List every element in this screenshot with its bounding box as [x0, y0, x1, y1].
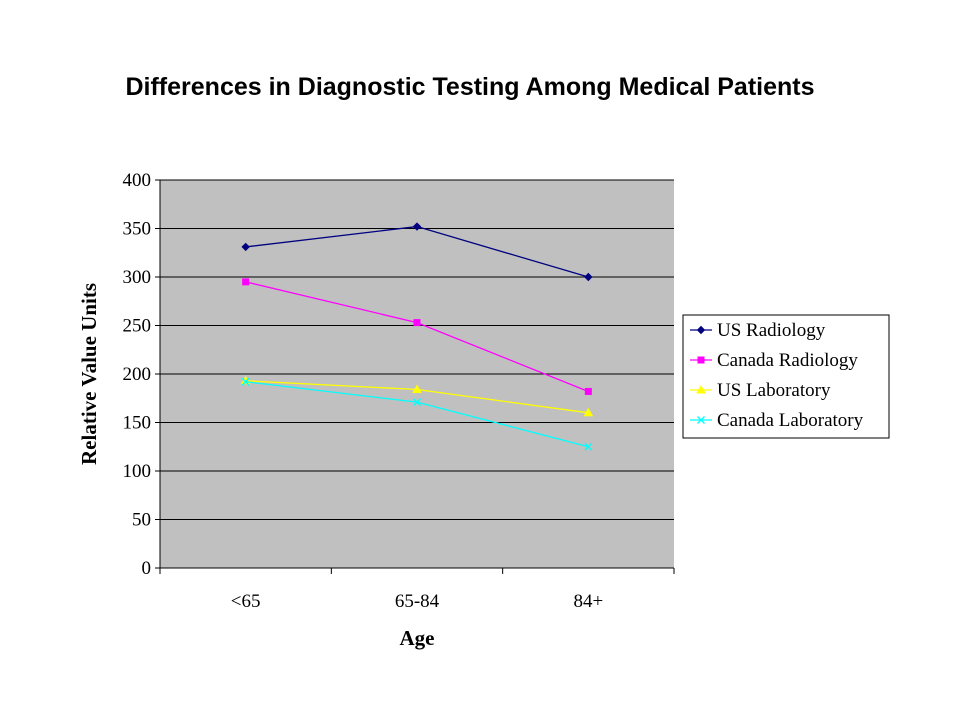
x-tick-label: <65	[231, 591, 261, 612]
x-axis-ticks: <65 65-84 84+	[159, 568, 675, 612]
y-axis-title: Relative Value Units	[77, 283, 101, 465]
legend-label: Canada Laboratory	[717, 410, 864, 431]
data-point	[241, 242, 250, 252]
x-tick-label: 84+	[573, 591, 603, 612]
data-point	[583, 407, 594, 417]
legend-label: Canada Radiology	[717, 350, 858, 371]
x-tick-label: 65-84	[395, 591, 440, 612]
data-point	[584, 442, 593, 451]
y-tick-label: 200	[123, 364, 152, 385]
data-point	[412, 222, 422, 231]
data-point	[241, 377, 250, 386]
y-tick-label: 100	[123, 461, 152, 482]
y-tick-label: 50	[132, 510, 151, 531]
y-tick-label: 350	[123, 219, 152, 240]
y-tick-label: 150	[123, 413, 152, 434]
data-point	[242, 278, 250, 286]
chart-title: Differences in Diagnostic Testing Among …	[125, 73, 815, 101]
legend-swatch-marker	[696, 325, 706, 335]
x-axis-title: Age	[400, 626, 435, 650]
y-tick-label: 400	[123, 170, 152, 191]
legend-label: US Laboratory	[717, 380, 831, 401]
series-layer	[240, 222, 594, 451]
data-point	[413, 398, 421, 407]
y-tick-label: 300	[123, 267, 152, 288]
y-tick-label: 250	[123, 316, 152, 337]
legend-item: Canada Radiology	[690, 350, 858, 371]
legend-swatch-marker	[697, 416, 705, 424]
legend-item: US Laboratory	[690, 380, 831, 401]
data-point	[584, 272, 593, 282]
y-tick-label: 0	[142, 558, 152, 579]
series-0	[241, 222, 593, 282]
legend-item: US Radiology	[690, 320, 826, 341]
data-point	[584, 387, 592, 395]
series-1	[242, 278, 592, 395]
legend-swatch-marker	[696, 384, 706, 394]
data-point	[412, 384, 422, 394]
series-3	[241, 377, 593, 451]
y-axis-ticks: 0 50 100 150 200 250 300 350 400	[123, 170, 160, 579]
legend-item: Canada Laboratory	[690, 410, 864, 431]
legend-swatch-marker	[697, 356, 705, 364]
data-point	[413, 319, 421, 327]
legend: US Radiology Canada Radiology US Laborator…	[682, 314, 890, 439]
legend-label: US Radiology	[717, 320, 826, 341]
legend-box	[682, 314, 890, 439]
